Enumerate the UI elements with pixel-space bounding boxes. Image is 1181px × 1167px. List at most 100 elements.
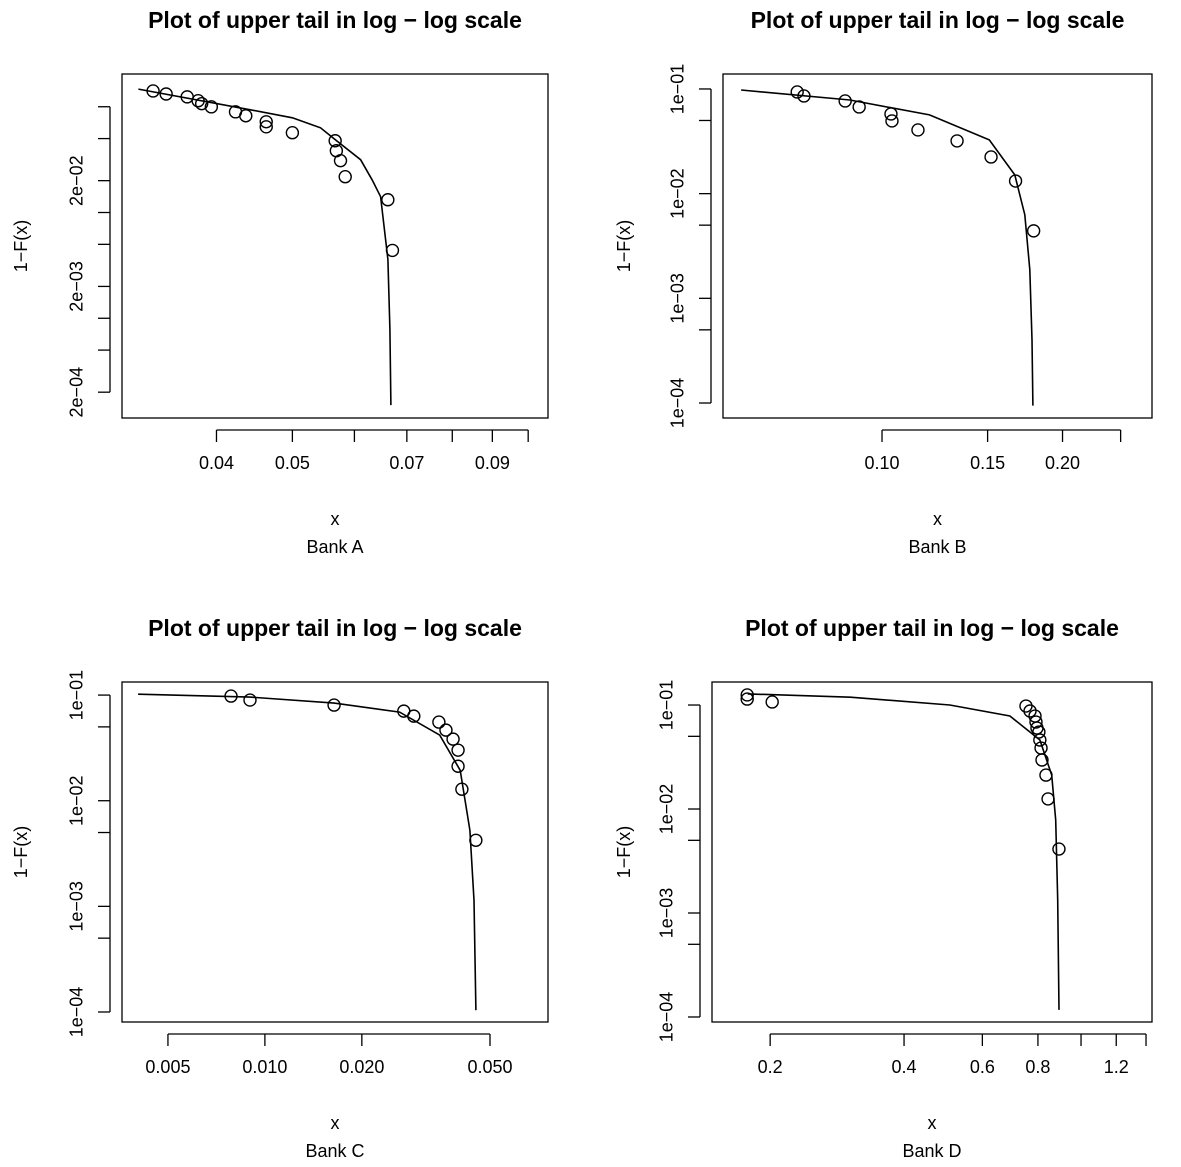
x-tick-label: 0.6 — [970, 1057, 995, 1077]
data-point — [1029, 715, 1043, 729]
data-point — [838, 94, 852, 108]
data-point — [1039, 768, 1053, 782]
chart-title: Plot of upper tail in log − log scale — [148, 615, 522, 641]
y-tick-label: 1e−04 — [668, 378, 688, 429]
subtitle: Bank B — [908, 537, 966, 557]
x-axis-label: x — [331, 509, 340, 529]
data-point — [407, 709, 421, 723]
data-point — [1023, 704, 1037, 718]
data-point — [327, 698, 341, 712]
data-point — [381, 193, 395, 207]
data-point — [790, 85, 804, 99]
panel: Plot of upper tail in log − log scale 0.0… — [11, 615, 549, 1161]
plot-box — [121, 73, 549, 419]
panel: Plot of upper tail in log − log scale 0.2… — [614, 615, 1153, 1161]
data-point — [1035, 753, 1049, 767]
data-point — [451, 743, 465, 757]
x-tick-label: 0.10 — [864, 453, 899, 473]
subtitle: Bank C — [305, 1141, 364, 1161]
data-point — [446, 732, 460, 746]
data-point — [439, 723, 453, 737]
y-axis-label: 1−F(x) — [11, 220, 31, 273]
x-tick-label: 0.2 — [758, 1057, 783, 1077]
plot-box — [121, 681, 549, 1023]
data-point — [333, 153, 348, 168]
data-point — [385, 243, 400, 258]
data-point — [1033, 733, 1047, 747]
y-tick-label: 1e−01 — [67, 670, 87, 721]
y-tick-label: 2e−04 — [67, 367, 87, 418]
fitted-curve — [747, 693, 1060, 1010]
x-tick-label: 0.4 — [892, 1057, 917, 1077]
plot-box — [722, 73, 1153, 419]
x-axis-label: x — [933, 509, 942, 529]
data-point — [1026, 224, 1041, 238]
data-point — [797, 89, 811, 103]
y-axis-label: 1−F(x) — [614, 220, 634, 273]
fitted-curve — [138, 88, 392, 406]
x-tick-label: 0.15 — [970, 453, 1005, 473]
data-point — [259, 120, 273, 134]
data-point — [950, 134, 964, 148]
x-tick-label: 0.07 — [389, 453, 424, 473]
data-point — [884, 107, 898, 121]
data-point — [432, 715, 446, 729]
data-point — [224, 689, 238, 703]
y-tick-label: 1e−01 — [668, 64, 688, 115]
x-axis-label: x — [928, 1113, 937, 1133]
x-axis-label: x — [331, 1113, 340, 1133]
data-point — [338, 170, 352, 184]
chart-title: Plot of upper tail in log − log scale — [148, 7, 522, 33]
data-point — [852, 100, 866, 114]
data-point — [984, 150, 998, 164]
y-tick-label: 1e−03 — [67, 881, 87, 932]
data-point — [191, 94, 205, 108]
subtitle: Bank A — [306, 537, 363, 557]
y-tick-label: 1e−02 — [67, 775, 87, 826]
y-tick-label: 2e−02 — [67, 155, 87, 206]
data-point — [328, 134, 342, 148]
x-tick-label: 0.20 — [1045, 453, 1080, 473]
data-point — [451, 759, 465, 773]
plot-box — [711, 681, 1153, 1023]
data-point — [1032, 725, 1046, 739]
fitted-curve — [138, 693, 477, 1011]
x-tick-label: 0.8 — [1025, 1057, 1050, 1077]
data-point — [243, 693, 257, 707]
data-point — [765, 695, 779, 709]
y-tick-label: 1e−03 — [668, 273, 688, 324]
panel: Plot of upper tail in log − log scale 0.0… — [11, 7, 549, 557]
chart-title: Plot of upper tail in log − log scale — [751, 7, 1125, 33]
data-point — [239, 109, 253, 123]
data-point — [911, 123, 925, 137]
x-tick-label: 0.04 — [199, 453, 234, 473]
data-point — [885, 114, 899, 128]
data-point — [204, 100, 219, 114]
data-point — [285, 126, 300, 140]
data-point — [259, 115, 273, 129]
y-tick-label: 2e−03 — [67, 261, 87, 312]
data-point — [195, 96, 209, 111]
x-tick-label: 0.010 — [242, 1057, 287, 1077]
panel: Plot of upper tail in log − log scale 0.1… — [614, 7, 1153, 557]
y-tick-label: 1e−03 — [657, 888, 677, 939]
data-point — [1052, 842, 1066, 856]
data-point — [1041, 792, 1055, 806]
data-point — [1008, 174, 1023, 188]
x-tick-label: 0.020 — [339, 1057, 384, 1077]
data-point — [469, 833, 483, 847]
y-tick-label: 1e−04 — [657, 992, 677, 1043]
x-tick-label: 0.050 — [467, 1057, 512, 1077]
data-point — [146, 84, 160, 98]
x-tick-label: 0.09 — [475, 453, 510, 473]
subtitle: Bank D — [902, 1141, 961, 1161]
y-tick-label: 1e−02 — [657, 784, 677, 835]
data-point — [740, 692, 754, 706]
y-axis-label: 1−F(x) — [11, 826, 31, 879]
x-tick-label: 0.05 — [275, 453, 310, 473]
y-tick-label: 1e−02 — [668, 168, 688, 219]
data-point — [740, 688, 754, 702]
y-axis-label: 1−F(x) — [614, 826, 634, 879]
